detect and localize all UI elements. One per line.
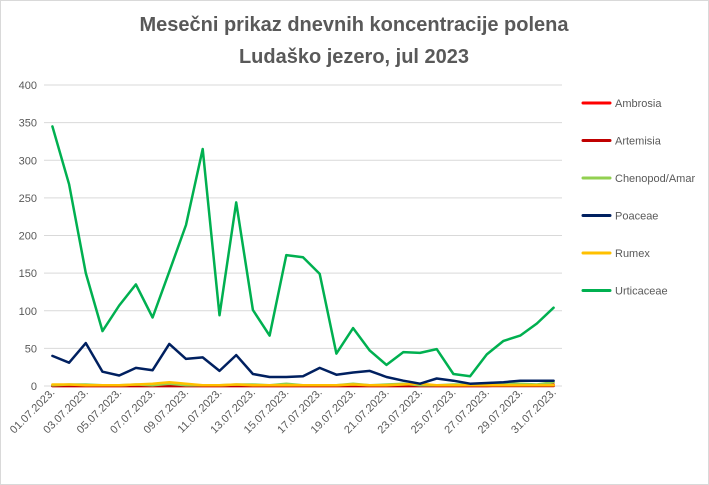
y-tick-label: 400: [19, 80, 37, 92]
series-line-rumex: [51, 380, 555, 387]
gridlines: [44, 84, 562, 387]
y-tick-label: 350: [19, 118, 37, 130]
y-tick-label: 300: [19, 155, 37, 167]
legend-label: Urticaceae: [615, 286, 668, 298]
legend-label: Ambrosia: [615, 98, 662, 110]
chart-title-line-2: Ludaško jezero, jul 2023: [239, 46, 469, 68]
y-tick-label: 100: [19, 306, 37, 318]
legend-label: Poaceae: [615, 211, 658, 223]
y-tick-label: 250: [19, 193, 37, 205]
legend-label: Chenopod/Amar: [615, 173, 695, 185]
y-tick-label: 200: [19, 231, 37, 243]
series-line-poaceae: [51, 341, 555, 385]
x-axis-ticks: 01.07.2023.03.07.2023.05.07.2023.07.07.2…: [8, 387, 559, 437]
series-line-urticaceae: [51, 125, 555, 378]
legend: Ambrosia Artemisia Chenopod/Amar Poaceae Rum…: [581, 98, 695, 298]
legend-label: Rumex: [615, 248, 650, 260]
y-tick-label: 50: [25, 343, 37, 355]
legend-label: Artemisia: [615, 136, 662, 148]
y-tick-label: 150: [19, 268, 37, 280]
y-axis-ticks: 0 50 100 150 200 250 300 350 400: [19, 80, 37, 393]
series-lines: [51, 125, 555, 388]
y-tick-label: 0: [31, 381, 37, 393]
chart-title-line-1: Mesečni prikaz dnevnih koncentracije pol…: [139, 14, 569, 36]
